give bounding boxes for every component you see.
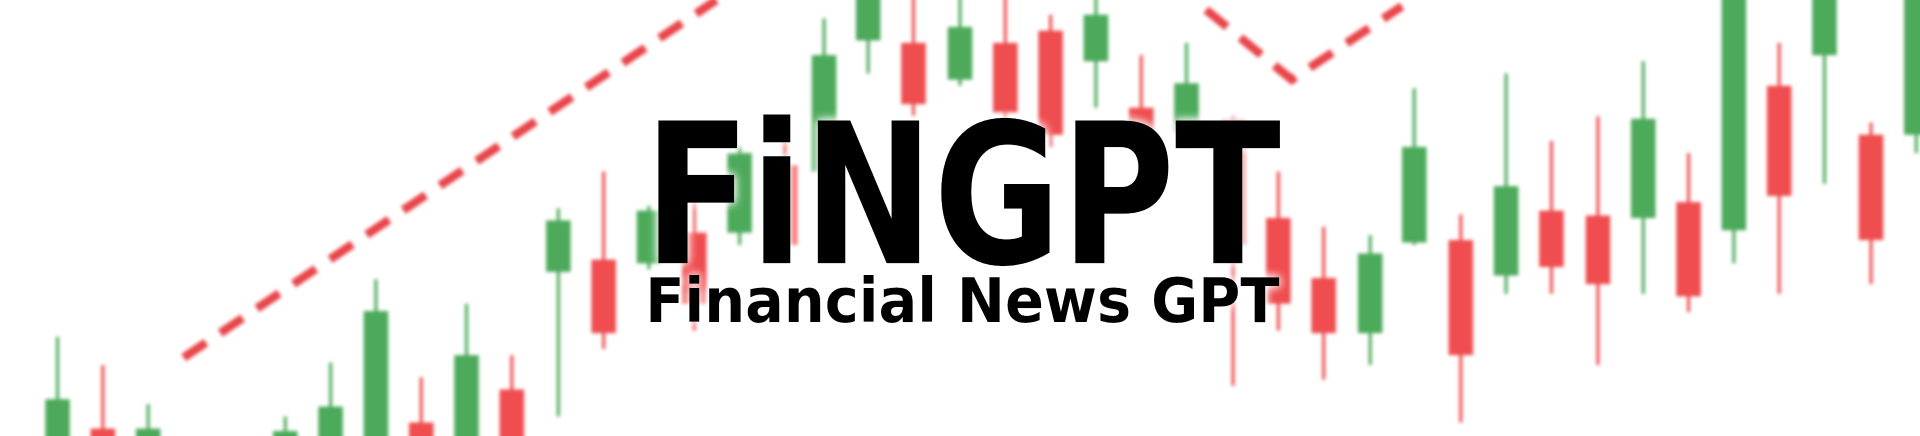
- candle-body: [1858, 134, 1884, 241]
- candle-body: [993, 42, 1018, 113]
- candle-body: [591, 259, 616, 334]
- candle-body: [1493, 186, 1519, 276]
- trend-line: [1203, 2, 1405, 85]
- candle-body: [682, 232, 707, 304]
- candle-body: [408, 422, 434, 436]
- candle-body: [1128, 107, 1154, 147]
- title: FiNGPT: [644, 82, 1281, 310]
- candle-body: [1766, 85, 1792, 196]
- candle-body: [1721, 0, 1747, 231]
- candle-body: [1812, 0, 1837, 56]
- candle-body: [1448, 240, 1474, 356]
- candle-body: [901, 42, 926, 105]
- candle-body: [947, 26, 973, 80]
- candle-body: [546, 220, 571, 272]
- candle-body: [1357, 253, 1383, 334]
- candle-body: [727, 153, 752, 233]
- candle-body: [1676, 202, 1701, 297]
- candle-body: [1311, 278, 1336, 334]
- candle-body: [45, 399, 70, 436]
- trend-line: [181, 0, 719, 362]
- candle-body: [855, 0, 881, 41]
- candle-body: [636, 210, 662, 264]
- candle-body: [1539, 210, 1564, 267]
- subtitle: Financial News GPT: [645, 266, 1279, 337]
- candle-body: [1904, 0, 1920, 135]
- candle-body: [772, 165, 798, 245]
- candle-body: [454, 355, 479, 436]
- candlestick-decoration: [45, 0, 1920, 436]
- candle-body: [363, 311, 389, 436]
- candle-body: [811, 55, 837, 172]
- candle-body: [1631, 118, 1656, 218]
- candle-body: [90, 428, 116, 436]
- candle-body: [1038, 30, 1063, 135]
- candle-body: [499, 389, 525, 436]
- candle-body: [318, 406, 343, 436]
- candle-body: [1585, 215, 1611, 285]
- title-group: FiNGPT Financial News GPT: [644, 82, 1281, 337]
- candle-body: [1174, 83, 1199, 133]
- candle-body: [1402, 146, 1427, 243]
- candle-body: [1220, 120, 1246, 245]
- candle-body: [1083, 14, 1109, 62]
- candle-body: [135, 428, 161, 436]
- candle-body: [273, 431, 298, 436]
- candle-body: [1266, 218, 1291, 304]
